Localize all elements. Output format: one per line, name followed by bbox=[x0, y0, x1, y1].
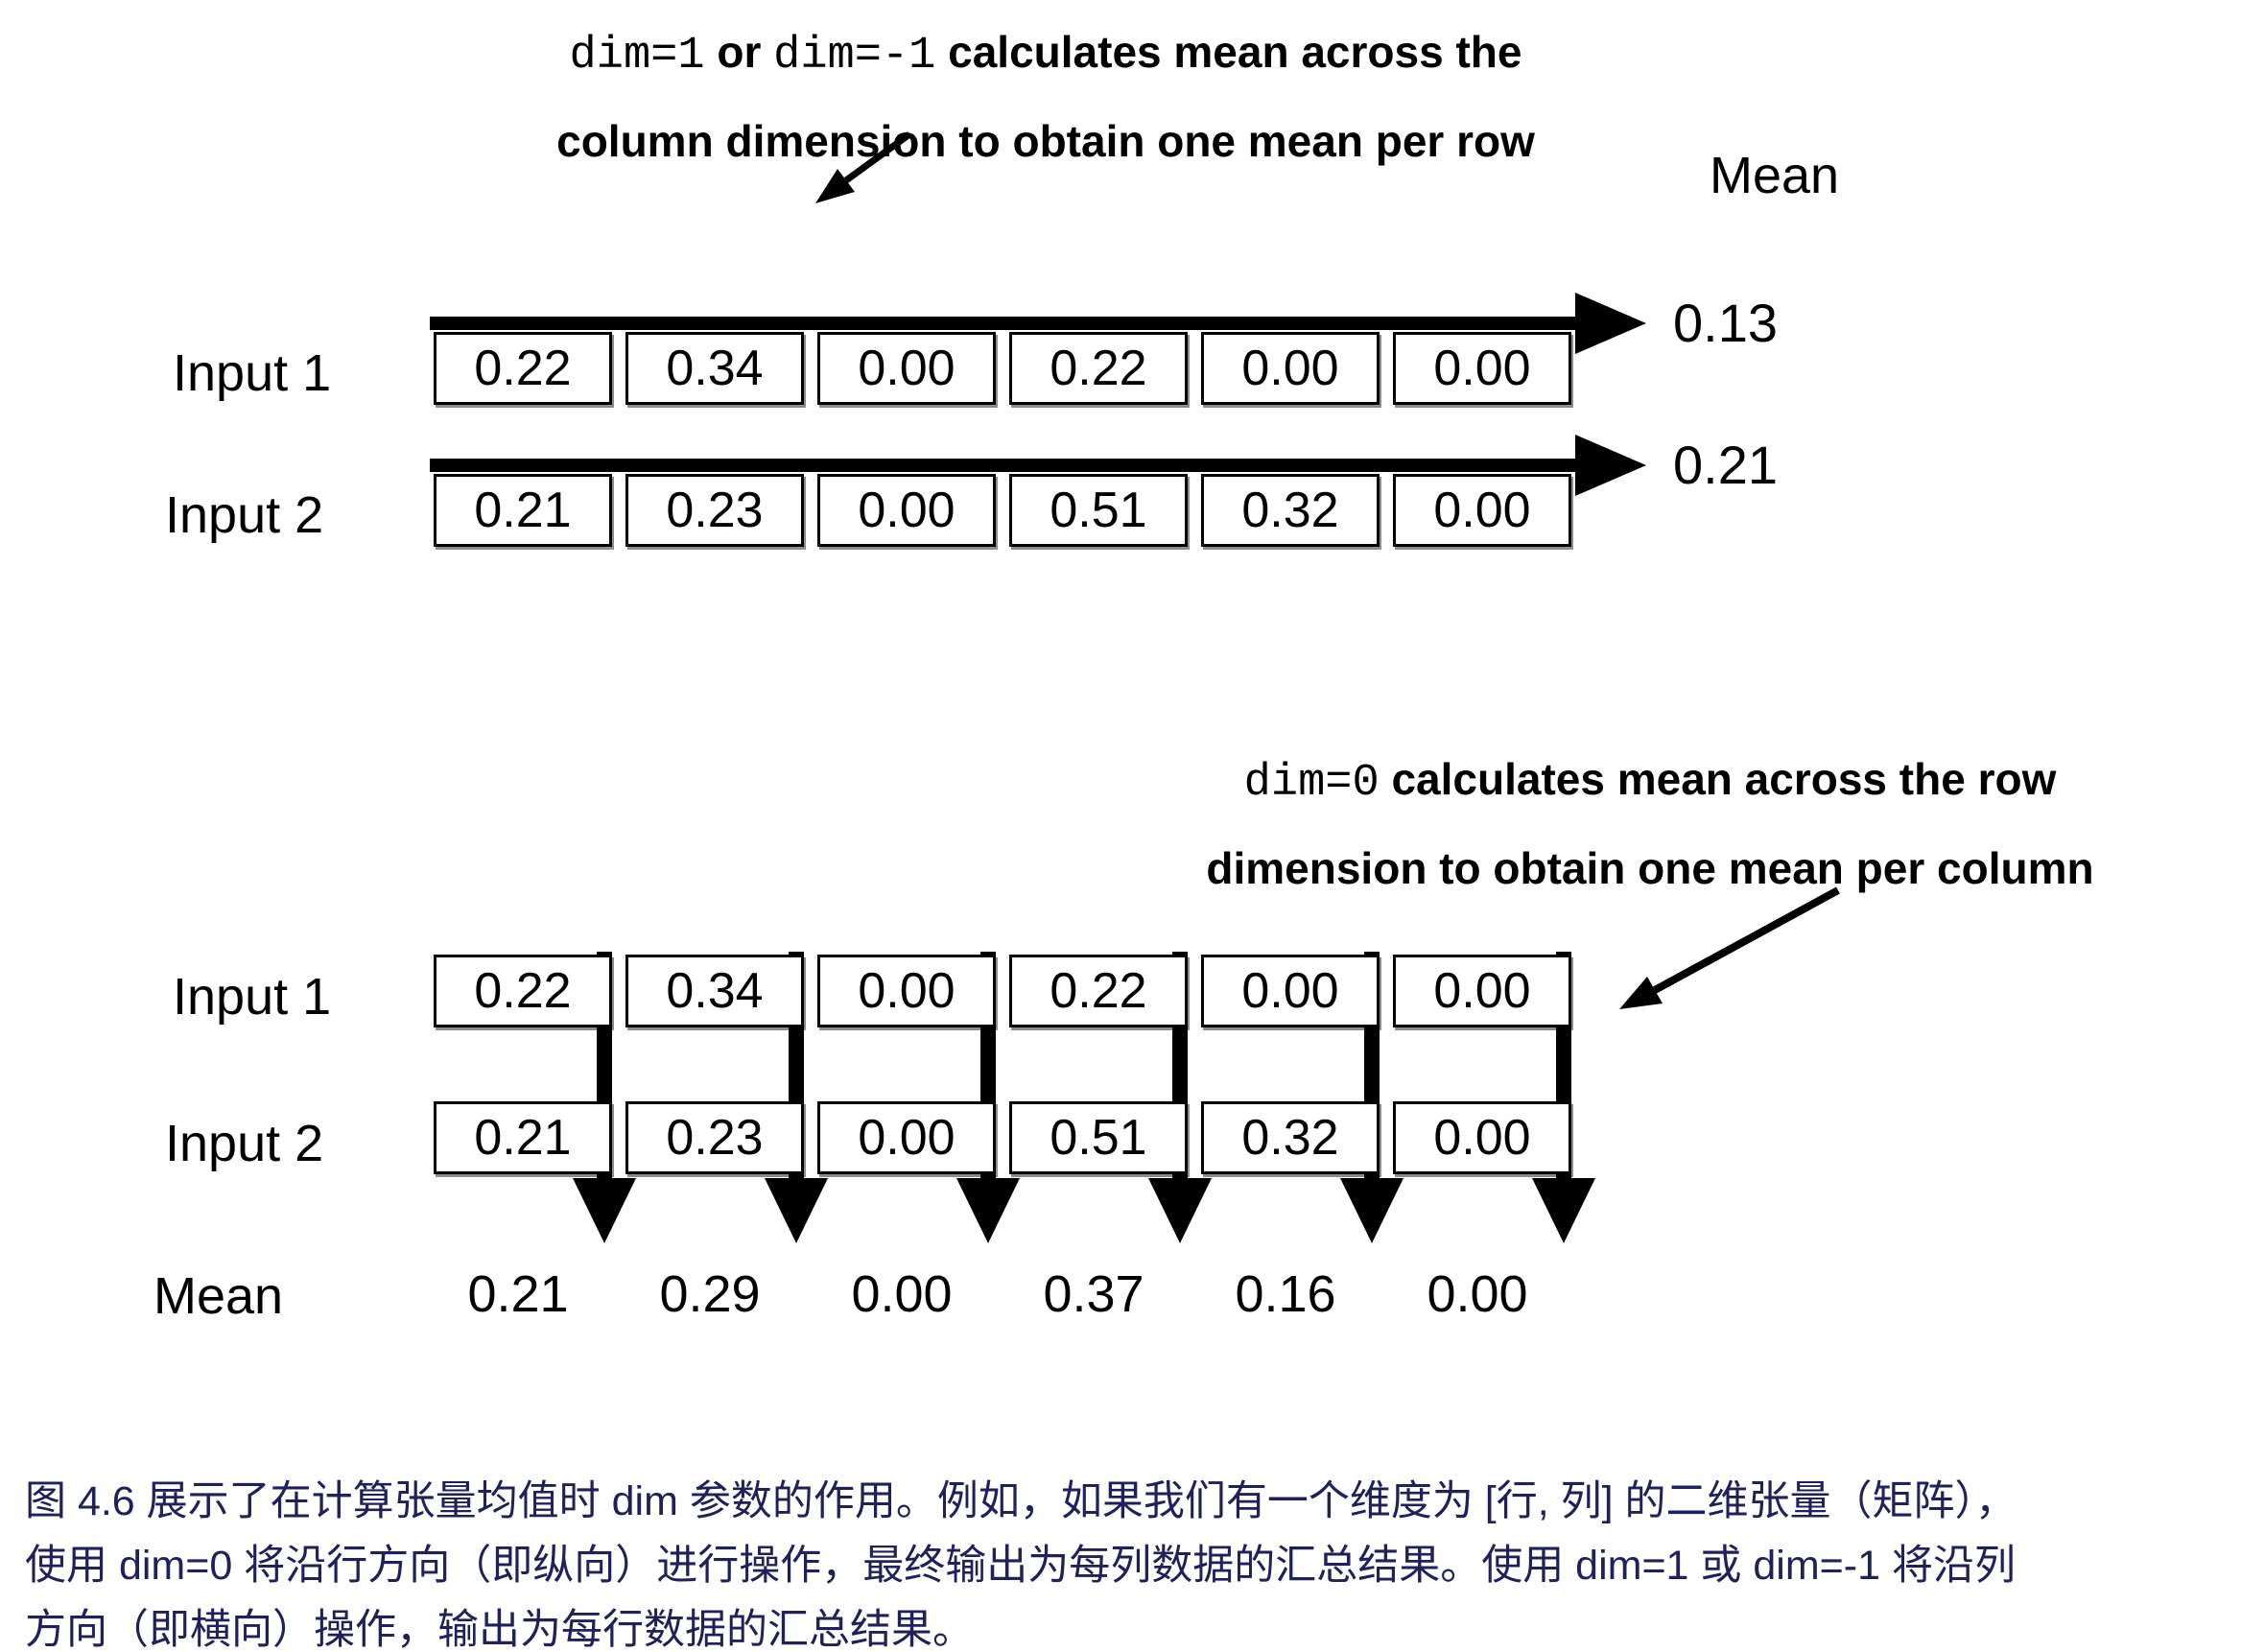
matrix-cell: 0.00 bbox=[1201, 332, 1380, 405]
matrix-cell: 0.00 bbox=[817, 332, 996, 405]
top-annotation-rest: calculates mean across the bbox=[935, 27, 1522, 77]
matrix-cell: 0.34 bbox=[625, 955, 804, 1027]
column-mean-value: 0.00 bbox=[1427, 1265, 1528, 1323]
bottom-annotation: dim=0 calculates mean across the row dim… bbox=[979, 737, 2241, 910]
matrix-cell: 0.00 bbox=[1393, 332, 1571, 405]
bottom-input2-label: Input 2 bbox=[165, 1115, 324, 1172]
matrix-cell: 0.32 bbox=[1201, 1101, 1380, 1174]
matrix-cell: 0.51 bbox=[1009, 1101, 1188, 1174]
bottom-annotation-line2: dimension to obtain one mean per column bbox=[1206, 843, 2094, 893]
column-mean-value: 0.00 bbox=[851, 1265, 953, 1323]
matrix-cell: 0.00 bbox=[1393, 474, 1571, 547]
matrix-cell: 0.22 bbox=[1009, 955, 1188, 1027]
code-dim-0: dim=0 bbox=[1243, 758, 1380, 809]
top-input1-row: 0.22 0.34 0.00 0.22 0.00 0.00 bbox=[434, 332, 1571, 405]
top-annotation: dim=1 or dim=-1 calculates mean across t… bbox=[374, 10, 1717, 183]
figure-caption: 图 4.6 展示了在计算张量均值时 dim 参数的作用。例如，如果我们有一个维度… bbox=[25, 1470, 2017, 1652]
top-row2-mean-value: 0.21 bbox=[1673, 435, 1778, 495]
matrix-cell: 0.32 bbox=[1201, 474, 1380, 547]
matrix-cell: 0.34 bbox=[625, 332, 804, 405]
bottom-annotation-rest: calculates mean across the row bbox=[1379, 754, 2057, 804]
column-mean-value: 0.29 bbox=[659, 1265, 761, 1323]
caption-line: 图 4.6 展示了在计算张量均值时 dim 参数的作用。例如，如果我们有一个维度… bbox=[25, 1478, 2017, 1524]
top-input2-label: Input 2 bbox=[165, 486, 324, 544]
column-mean-value: 0.37 bbox=[1043, 1265, 1144, 1323]
top-input2-row: 0.21 0.23 0.00 0.51 0.32 0.00 bbox=[434, 474, 1571, 547]
mean-column-header: Mean bbox=[1710, 147, 1840, 204]
matrix-cell: 0.22 bbox=[434, 955, 612, 1027]
bottom-input1-row: 0.22 0.34 0.00 0.22 0.00 0.00 bbox=[434, 955, 1571, 1027]
matrix-cell: 0.00 bbox=[817, 1101, 996, 1174]
matrix-cell: 0.23 bbox=[625, 1101, 804, 1174]
matrix-cell: 0.00 bbox=[1393, 955, 1571, 1027]
code-dim-neg1: dim=-1 bbox=[773, 31, 936, 82]
matrix-cell: 0.23 bbox=[625, 474, 804, 547]
bottom-mean-label: Mean bbox=[153, 1267, 284, 1325]
column-mean-value: 0.16 bbox=[1235, 1265, 1336, 1323]
top-row1-mean-value: 0.13 bbox=[1673, 293, 1778, 353]
matrix-cell: 0.21 bbox=[434, 474, 612, 547]
matrix-cell: 0.00 bbox=[1393, 1101, 1571, 1174]
matrix-cell: 0.00 bbox=[817, 955, 996, 1027]
matrix-cell: 0.22 bbox=[1009, 332, 1188, 405]
top-annotation-or: or bbox=[704, 27, 774, 77]
matrix-cell: 0.22 bbox=[434, 332, 612, 405]
bottom-annotation-line1: dim=0 calculates mean across the row bbox=[979, 737, 2241, 826]
caption-line: 使用 dim=0 将沿行方向（即纵向）进行操作，最终输出为每列数据的汇总结果。使… bbox=[25, 1543, 2016, 1589]
caption-line: 方向（即横向）操作，输出为每行数据的汇总结果。 bbox=[25, 1607, 974, 1652]
top-input1-label: Input 1 bbox=[173, 344, 332, 402]
matrix-cell: 0.51 bbox=[1009, 474, 1188, 547]
matrix-cell: 0.21 bbox=[434, 1101, 612, 1174]
matrix-cell: 0.00 bbox=[1201, 955, 1380, 1027]
bottom-input1-label: Input 1 bbox=[173, 968, 332, 1026]
top-annotation-line2: column dimension to obtain one mean per … bbox=[556, 116, 1535, 166]
code-dim-1: dim=1 bbox=[569, 31, 705, 82]
top-annotation-line1: dim=1 or dim=-1 calculates mean across t… bbox=[374, 10, 1717, 99]
bottom-input2-row: 0.21 0.23 0.00 0.51 0.32 0.00 bbox=[434, 1101, 1571, 1174]
column-mean-value: 0.21 bbox=[467, 1265, 569, 1323]
matrix-cell: 0.00 bbox=[817, 474, 996, 547]
